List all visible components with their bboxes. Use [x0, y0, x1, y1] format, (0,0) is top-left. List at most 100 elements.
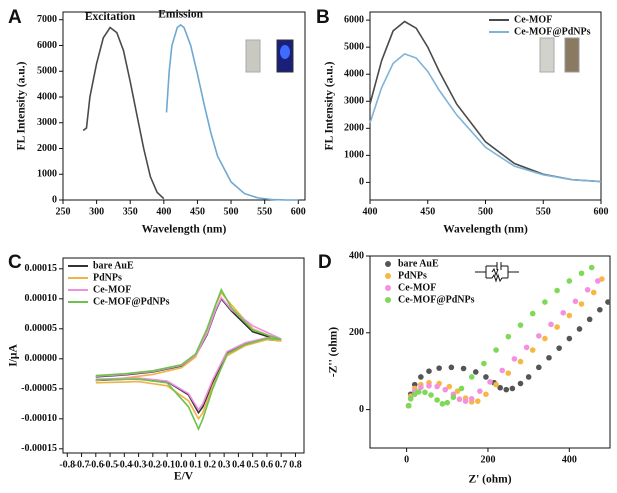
data-point	[448, 364, 455, 371]
data-point	[442, 386, 449, 393]
data-point	[439, 401, 446, 407]
data-point	[546, 354, 552, 361]
data-point	[509, 385, 516, 392]
data-point	[450, 394, 457, 401]
data-line	[165, 23, 299, 201]
x-tick-label: 400	[363, 206, 378, 217]
data-point	[517, 322, 524, 328]
data-point	[605, 299, 611, 305]
data-point	[483, 374, 489, 380]
legend-label: Ce-MOF	[514, 14, 552, 25]
x-tick-label: 0.6	[261, 459, 274, 470]
data-point	[572, 298, 579, 305]
data-point	[578, 270, 585, 277]
data-point	[560, 310, 567, 316]
data-point	[517, 380, 524, 387]
y-tick-label: 400	[349, 250, 364, 261]
y-tick-label: 0.00005	[25, 323, 58, 334]
x-axis-title: Wavelength (nm)	[443, 224, 528, 236]
series-label: Emission	[158, 9, 203, 21]
data-point	[481, 360, 487, 367]
x-tick-label: 550	[536, 206, 551, 217]
data-line	[95, 296, 282, 412]
legend-marker	[385, 285, 391, 291]
data-point	[590, 289, 597, 296]
data-point	[411, 391, 418, 398]
plot-frame	[62, 11, 306, 201]
y-tick-label: 200	[349, 327, 364, 338]
data-point	[578, 301, 585, 307]
data-point	[468, 374, 475, 380]
data-point	[460, 365, 467, 372]
data-point	[472, 369, 479, 375]
panel-label: D	[318, 252, 332, 273]
x-axis-title: Z' (ohm)	[468, 474, 511, 486]
data-point	[556, 345, 562, 351]
data-point	[462, 398, 469, 404]
data-point	[554, 287, 560, 294]
x-tick-label: 0.0	[175, 459, 188, 470]
x-tick-label: 550	[257, 206, 272, 217]
y-tick-label: -0.00005	[21, 383, 57, 394]
x-tick-label: 400	[562, 454, 577, 465]
y-tick-label: 5000	[37, 66, 57, 77]
data-point	[418, 374, 424, 380]
data-point	[407, 396, 414, 402]
legend-label: bare AuE	[93, 260, 134, 271]
data-line	[95, 287, 282, 432]
legend-label: Ce-MOF@PdNPs	[398, 294, 475, 305]
y-tick-label: 3000	[37, 117, 57, 128]
y-tick-label: 6000	[344, 14, 364, 25]
data-point	[542, 299, 548, 305]
data-point	[487, 379, 493, 385]
x-tick-label: 0	[404, 454, 409, 465]
y-tick-label: 0	[359, 177, 364, 188]
panel-label: B	[316, 7, 330, 28]
x-axis-title: Wavelength (nm)	[142, 224, 227, 236]
data-point	[458, 385, 465, 392]
y-tick-label: 2000	[37, 143, 57, 154]
x-tick-label: -0.6	[88, 459, 104, 470]
data-point	[542, 335, 548, 342]
legend-marker	[385, 261, 391, 267]
data-point	[505, 370, 512, 376]
y-tick-label: 0	[52, 194, 57, 205]
x-axis-title: E/V	[174, 471, 194, 483]
data-point	[584, 286, 591, 293]
legend-label: PdNPs	[398, 270, 427, 281]
y-axis-title: FL Intensity (a.u.)	[324, 61, 336, 150]
data-point	[446, 383, 453, 390]
data-point	[499, 367, 506, 374]
data-point	[468, 396, 475, 402]
data-point	[566, 312, 573, 319]
y-tick-label: 6000	[37, 40, 57, 51]
data-point	[434, 383, 440, 390]
data-point	[454, 388, 461, 394]
data-point	[493, 381, 499, 388]
x-tick-label: -0.8	[59, 459, 75, 470]
data-point	[554, 324, 560, 330]
x-tick-label: 0.4	[232, 459, 245, 470]
data-point	[405, 402, 412, 409]
data-point	[474, 398, 481, 404]
vial-glow	[280, 45, 290, 59]
x-tick-label: 500	[478, 206, 493, 217]
data-point	[505, 333, 512, 340]
legend-label: PdNPs	[93, 272, 122, 283]
data-point	[411, 381, 418, 388]
y-tick-label: 0.00000	[25, 353, 58, 364]
y-tick-label: 5000	[344, 41, 364, 52]
data-point	[511, 356, 518, 362]
data-line	[95, 291, 282, 421]
x-tick-label: -0.1	[159, 459, 175, 470]
y-tick-label: 7000	[37, 14, 57, 25]
x-tick-label: 0.8	[289, 459, 302, 470]
legend-marker	[385, 273, 391, 279]
data-point	[422, 389, 428, 396]
data-point	[503, 386, 510, 393]
data-point	[426, 382, 432, 389]
data-point	[483, 391, 489, 398]
data-point	[477, 388, 483, 394]
data-point	[536, 333, 542, 339]
data-line	[82, 26, 165, 200]
